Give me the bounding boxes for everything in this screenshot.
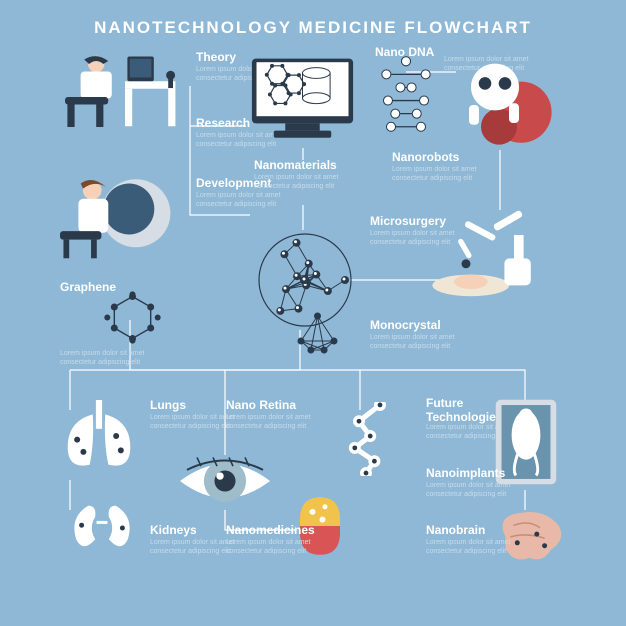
graphene-icon (95, 290, 170, 345)
microsurgery-icon (430, 208, 550, 298)
lungs-label: Lungs (150, 398, 186, 412)
theory-icon (65, 55, 185, 130)
nanobrain-icon (490, 508, 568, 566)
graphene-desc: Lorem ipsum dolor sit amet consectetur a… (60, 350, 170, 368)
development-icon (60, 175, 175, 260)
nanoretina-icon (175, 450, 275, 512)
nanomaterials-label: Nanomaterials (254, 158, 337, 172)
nanorobots-icon (455, 60, 555, 150)
lungs-icon (60, 400, 138, 472)
nanomaterials-icon (245, 55, 360, 145)
nanomaterials-desc: Lorem ipsum dolor sit amet consectetur a… (254, 174, 364, 192)
microsurgery-desc: Lorem ipsum dolor sit amet consectetur a… (370, 230, 480, 248)
page-title: NANOTECHNOLOGY MEDICINE FLOWCHART (0, 18, 626, 38)
nanoimplants-desc: Lorem ipsum dolor sit amet consectetur a… (426, 482, 536, 500)
nanodna-label: Nano DNA (375, 45, 434, 59)
nanomedicines-desc: Lorem ipsum dolor sit amet consectetur a… (226, 539, 336, 557)
nanoretina-desc: Lorem ipsum dolor sit amet consectetur a… (226, 414, 336, 432)
nanorobots-label: Nanorobots (392, 150, 459, 164)
monocrystal-label: Monocrystal (370, 318, 441, 332)
future-icon (345, 402, 415, 476)
nanoretina-label: Nano Retina (226, 398, 296, 412)
nanobrain-desc: Lorem ipsum dolor sit amet consectetur a… (426, 539, 536, 557)
flowchart-canvas: NANOTECHNOLOGY MEDICINE FLOWCHART Theory… (0, 0, 626, 626)
kidneys-icon (68, 500, 136, 556)
nanoimplants-label: Nanoimplants (426, 466, 505, 480)
development-desc: Lorem ipsum dolor sit amet consectetur a… (196, 192, 306, 210)
kidneys-label: Kidneys (150, 523, 197, 537)
nanodna-icon (375, 55, 437, 133)
graphene-label: Graphene (60, 280, 116, 294)
theory-label: Theory (196, 50, 236, 64)
nanomedicines-label: Nanomedicines (226, 523, 315, 537)
microsurgery-label: Microsurgery (370, 214, 446, 228)
nanorobots-desc: Lorem ipsum dolor sit amet consectetur a… (392, 166, 502, 184)
monocrystal-desc: Lorem ipsum dolor sit amet consectetur a… (370, 334, 480, 352)
nanobrain-label: Nanobrain (426, 523, 485, 537)
research-label: Research (196, 116, 250, 130)
monocrystal-icon (290, 305, 345, 355)
